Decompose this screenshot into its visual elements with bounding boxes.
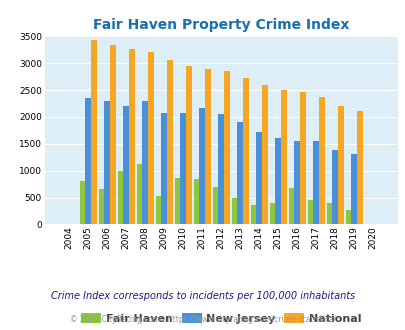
Text: Crime Index corresponds to incidents per 100,000 inhabitants: Crime Index corresponds to incidents per… xyxy=(51,291,354,301)
Text: © 2025 CityRating.com - https://www.cityrating.com/crime-statistics/: © 2025 CityRating.com - https://www.city… xyxy=(70,315,335,324)
Legend: Fair Haven, New Jersey, National: Fair Haven, New Jersey, National xyxy=(77,309,364,328)
Bar xyxy=(224,71,229,224)
Bar xyxy=(180,113,185,224)
Bar xyxy=(313,141,318,224)
Bar xyxy=(85,98,91,224)
Bar xyxy=(185,66,191,224)
Bar xyxy=(212,187,218,224)
Bar xyxy=(123,106,129,224)
Bar xyxy=(269,203,275,224)
Bar xyxy=(98,189,104,224)
Bar xyxy=(174,178,180,224)
Bar xyxy=(129,49,134,224)
Bar xyxy=(332,150,337,224)
Bar xyxy=(136,164,142,224)
Bar xyxy=(167,60,173,224)
Bar xyxy=(231,198,237,224)
Title: Fair Haven Property Crime Index: Fair Haven Property Crime Index xyxy=(93,18,349,32)
Bar xyxy=(79,182,85,224)
Bar xyxy=(256,132,262,224)
Bar xyxy=(243,78,248,224)
Bar xyxy=(156,196,161,224)
Bar xyxy=(205,69,210,224)
Bar xyxy=(142,101,148,224)
Bar xyxy=(318,97,324,224)
Bar xyxy=(199,108,205,224)
Bar xyxy=(91,40,96,224)
Bar xyxy=(237,122,243,224)
Bar xyxy=(161,113,167,224)
Bar xyxy=(104,101,110,224)
Bar xyxy=(262,85,267,224)
Bar xyxy=(337,106,343,224)
Bar xyxy=(351,154,356,224)
Bar xyxy=(326,203,332,224)
Bar xyxy=(345,210,351,224)
Bar xyxy=(294,141,299,224)
Bar xyxy=(110,46,115,224)
Bar xyxy=(288,188,294,224)
Bar xyxy=(299,92,305,224)
Bar xyxy=(307,200,313,224)
Bar xyxy=(280,90,286,224)
Bar xyxy=(275,138,280,224)
Bar xyxy=(218,114,224,224)
Bar xyxy=(356,111,362,224)
Bar xyxy=(250,205,256,224)
Bar xyxy=(193,179,199,224)
Bar xyxy=(148,52,153,224)
Bar xyxy=(117,171,123,224)
